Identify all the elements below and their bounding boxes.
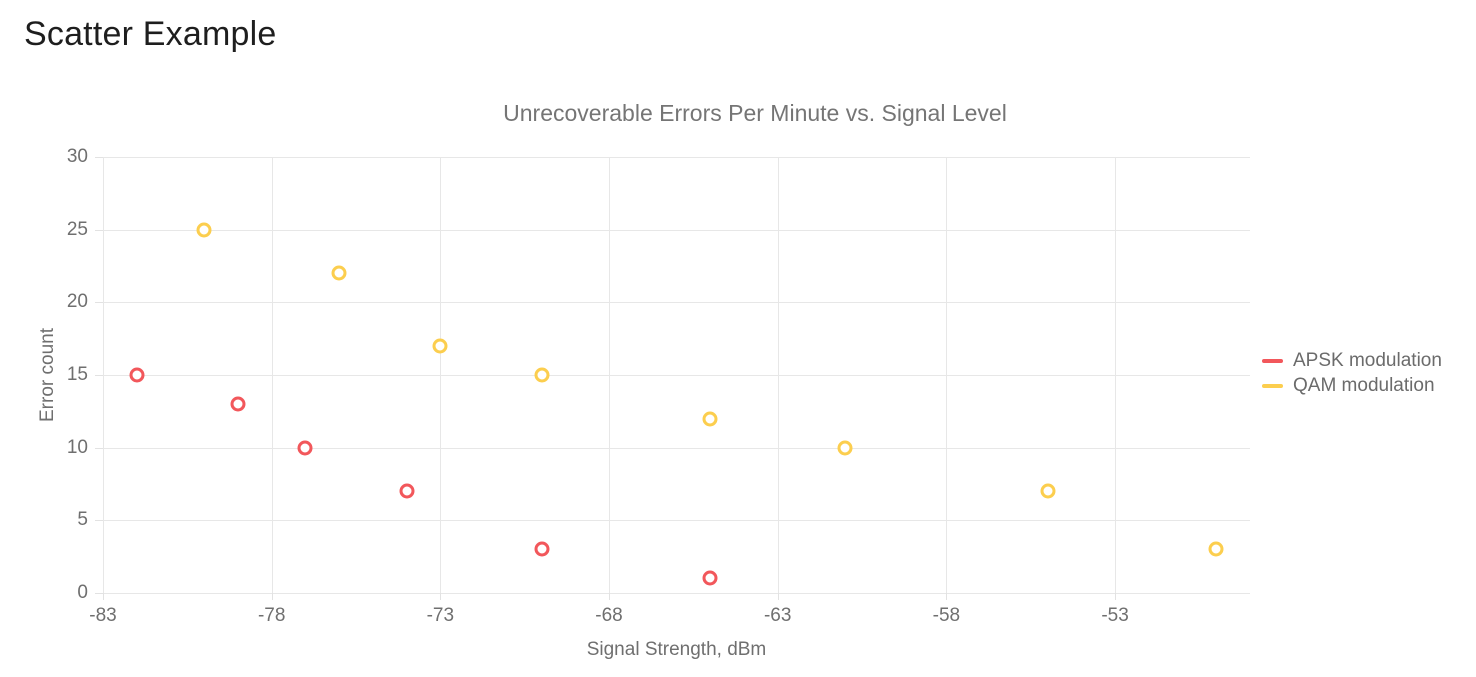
y-axis-title: Error count — [37, 328, 58, 422]
scatter-point[interactable] — [837, 440, 853, 456]
y-tick-mark — [95, 302, 103, 304]
x-tick-mark — [271, 593, 273, 600]
chart-title: Unrecoverable Errors Per Minute vs. Sign… — [503, 100, 1007, 126]
x-tick-mark — [440, 593, 442, 600]
y-tick-mark — [95, 447, 103, 449]
x-gridline — [1115, 157, 1117, 593]
y-tick-mark — [95, 157, 103, 158]
x-gridline — [271, 157, 273, 593]
x-gridline — [946, 157, 948, 593]
scatter-point[interactable] — [702, 411, 718, 427]
x-tick-label: -53 — [1101, 605, 1129, 626]
y-gridline — [103, 520, 1250, 522]
scatter-point[interactable] — [702, 570, 718, 586]
scatter-point[interactable] — [230, 396, 246, 412]
y-gridline — [103, 302, 1250, 304]
scatter-point[interactable] — [331, 265, 347, 281]
y-gridline — [103, 229, 1250, 231]
y-tick-label: 20 — [66, 291, 88, 313]
y-gridline — [103, 375, 1250, 376]
x-tick-label: -73 — [426, 605, 455, 626]
x-tick-mark — [609, 593, 611, 600]
y-tick-label: 30 — [66, 146, 88, 167]
x-gridline — [440, 157, 442, 593]
legend-series-dash-icon — [1262, 359, 1283, 363]
y-tick-label: 10 — [66, 436, 88, 458]
scatter-point[interactable] — [534, 367, 550, 383]
scatter-point[interactable] — [297, 440, 313, 456]
legend-item[interactable]: APSK modulation — [1262, 349, 1442, 373]
y-tick-mark — [95, 520, 103, 522]
y-gridline — [103, 157, 1250, 158]
legend: APSK modulation QAM modulation — [1262, 349, 1442, 398]
y-tick-label: 5 — [77, 509, 88, 531]
y-tick-mark — [95, 229, 103, 231]
x-tick-mark — [777, 593, 779, 600]
x-tick-label: -83 — [89, 605, 117, 626]
x-tick-mark — [103, 593, 104, 600]
scatter-point[interactable] — [1040, 483, 1056, 499]
legend-series-label: QAM modulation — [1293, 375, 1435, 396]
x-gridline — [609, 157, 611, 593]
y-gridline — [103, 593, 1250, 594]
scatter-point[interactable] — [196, 222, 212, 238]
x-tick-label: -68 — [595, 605, 623, 626]
scatter-point[interactable] — [129, 367, 145, 383]
x-tick-mark — [946, 593, 948, 600]
x-tick-label: -58 — [932, 605, 961, 626]
y-gridline — [103, 447, 1250, 449]
legend-series-dash-icon — [1262, 384, 1283, 388]
scatter-point[interactable] — [1208, 541, 1224, 557]
y-tick-label: 25 — [66, 218, 88, 240]
y-tick-label: 15 — [66, 364, 88, 385]
x-tick-mark — [1115, 593, 1117, 600]
y-tick-mark — [95, 593, 103, 594]
x-axis-title: Signal Strength, dBm — [586, 639, 767, 660]
scatter-point[interactable] — [534, 541, 550, 557]
x-tick-label: -78 — [257, 605, 286, 626]
page-title: Scatter Example — [24, 15, 277, 53]
scatter-point[interactable] — [432, 338, 448, 354]
y-tick-label: 0 — [77, 582, 88, 603]
legend-item[interactable]: QAM modulation — [1262, 374, 1442, 398]
x-gridline — [103, 157, 104, 593]
x-gridline — [777, 157, 779, 593]
x-tick-label: -63 — [763, 605, 792, 626]
scatter-point[interactable] — [399, 483, 415, 499]
legend-series-label: APSK modulation — [1293, 350, 1442, 371]
y-tick-mark — [95, 375, 103, 376]
